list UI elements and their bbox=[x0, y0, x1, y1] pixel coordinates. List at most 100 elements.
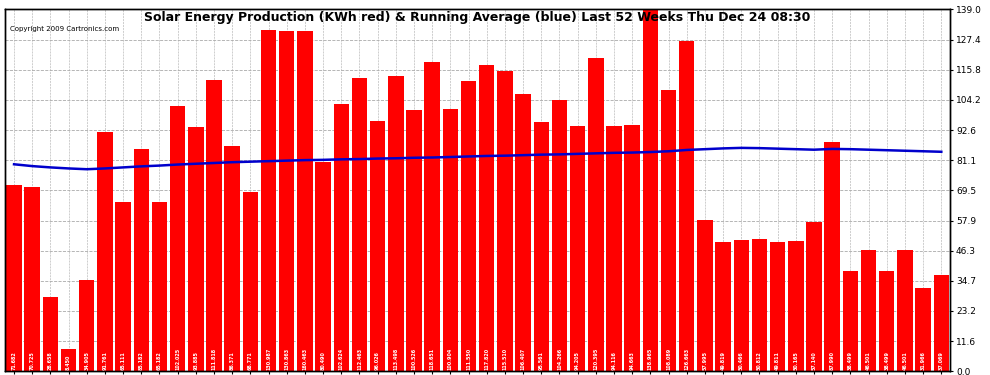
Text: 91.761: 91.761 bbox=[102, 351, 108, 370]
Text: 87.990: 87.990 bbox=[830, 351, 835, 370]
Bar bbox=[351, 78, 367, 371]
Text: 94.205: 94.205 bbox=[575, 351, 580, 370]
Bar bbox=[879, 271, 895, 371]
Bar bbox=[43, 297, 58, 371]
Bar bbox=[551, 100, 567, 371]
Text: 57.995: 57.995 bbox=[703, 351, 708, 370]
Text: 106.407: 106.407 bbox=[521, 348, 526, 370]
Text: 111.550: 111.550 bbox=[466, 348, 471, 370]
Bar bbox=[170, 106, 185, 371]
Bar bbox=[461, 81, 476, 371]
Text: Solar Energy Production (KWh red) & Running Average (blue) Last 52 Weeks Thu Dec: Solar Energy Production (KWh red) & Runn… bbox=[145, 11, 811, 24]
Text: 130.987: 130.987 bbox=[266, 348, 271, 370]
Bar bbox=[316, 162, 331, 371]
Bar bbox=[534, 123, 549, 371]
Bar bbox=[297, 30, 313, 371]
Bar bbox=[697, 220, 713, 371]
Text: 85.182: 85.182 bbox=[139, 351, 144, 370]
Text: 49.811: 49.811 bbox=[775, 351, 780, 370]
Text: 8.450: 8.450 bbox=[66, 355, 71, 370]
Text: 130.863: 130.863 bbox=[284, 348, 289, 370]
Bar bbox=[788, 241, 804, 371]
Text: 120.395: 120.395 bbox=[593, 348, 598, 370]
Bar bbox=[679, 42, 695, 371]
Text: 34.905: 34.905 bbox=[84, 351, 89, 370]
Text: 46.501: 46.501 bbox=[866, 351, 871, 370]
Bar bbox=[134, 150, 149, 371]
Text: 49.819: 49.819 bbox=[721, 351, 726, 370]
Text: 50.165: 50.165 bbox=[793, 351, 798, 370]
Bar bbox=[334, 104, 349, 371]
Text: 57.140: 57.140 bbox=[812, 351, 817, 370]
Text: 117.820: 117.820 bbox=[484, 348, 489, 370]
Text: 31.966: 31.966 bbox=[921, 351, 926, 370]
Bar bbox=[643, 9, 658, 371]
Bar bbox=[225, 146, 240, 371]
Bar bbox=[825, 142, 840, 371]
Bar bbox=[188, 127, 204, 371]
Bar bbox=[570, 126, 585, 371]
Text: 71.682: 71.682 bbox=[12, 351, 17, 370]
Text: 93.885: 93.885 bbox=[193, 351, 198, 370]
Text: 108.089: 108.089 bbox=[666, 348, 671, 370]
Text: 102.624: 102.624 bbox=[339, 348, 344, 370]
Text: 94.663: 94.663 bbox=[630, 351, 635, 370]
Text: 126.663: 126.663 bbox=[684, 348, 689, 370]
Bar bbox=[479, 64, 494, 371]
Text: 160.463: 160.463 bbox=[303, 348, 308, 370]
Text: 95.561: 95.561 bbox=[539, 351, 544, 370]
Text: 112.463: 112.463 bbox=[357, 348, 362, 370]
Bar bbox=[588, 58, 604, 371]
Text: 115.510: 115.510 bbox=[503, 348, 508, 370]
Bar bbox=[60, 349, 76, 371]
Text: 65.111: 65.111 bbox=[121, 351, 126, 370]
Bar bbox=[260, 30, 276, 371]
Text: 80.490: 80.490 bbox=[321, 351, 326, 370]
Bar bbox=[206, 80, 222, 371]
Bar bbox=[861, 250, 876, 371]
Bar bbox=[279, 30, 294, 371]
Bar bbox=[151, 201, 167, 371]
Bar bbox=[406, 110, 422, 371]
Bar bbox=[806, 222, 822, 371]
Text: 111.818: 111.818 bbox=[212, 348, 217, 370]
Text: 68.771: 68.771 bbox=[248, 351, 252, 370]
Text: 38.499: 38.499 bbox=[884, 351, 889, 370]
Bar bbox=[388, 76, 404, 371]
Text: 138.965: 138.965 bbox=[647, 348, 652, 370]
Text: 94.116: 94.116 bbox=[612, 351, 617, 370]
Text: 50.466: 50.466 bbox=[739, 351, 743, 370]
Bar bbox=[734, 240, 749, 371]
Bar bbox=[897, 250, 913, 371]
Text: 50.812: 50.812 bbox=[757, 351, 762, 370]
Text: 104.266: 104.266 bbox=[557, 348, 562, 370]
Text: 100.904: 100.904 bbox=[447, 348, 452, 370]
Bar bbox=[916, 288, 931, 371]
Bar bbox=[770, 242, 785, 371]
Bar bbox=[497, 70, 513, 371]
Text: 37.069: 37.069 bbox=[939, 351, 943, 370]
Text: 118.651: 118.651 bbox=[430, 348, 435, 370]
Text: 46.501: 46.501 bbox=[903, 351, 908, 370]
Text: 86.371: 86.371 bbox=[230, 351, 235, 370]
Bar bbox=[25, 187, 40, 371]
Bar bbox=[716, 242, 731, 371]
Text: 38.499: 38.499 bbox=[847, 351, 853, 370]
Bar bbox=[443, 108, 458, 371]
Text: 28.658: 28.658 bbox=[48, 351, 52, 370]
Bar bbox=[116, 202, 131, 371]
Text: 96.026: 96.026 bbox=[375, 351, 380, 370]
Bar bbox=[516, 94, 531, 371]
Bar bbox=[79, 280, 94, 371]
Text: Copyright 2009 Cartronics.com: Copyright 2009 Cartronics.com bbox=[10, 26, 119, 32]
Bar bbox=[934, 275, 949, 371]
Bar bbox=[606, 126, 622, 371]
Text: 102.025: 102.025 bbox=[175, 348, 180, 370]
Bar bbox=[97, 132, 113, 371]
Bar bbox=[6, 184, 22, 371]
Bar bbox=[243, 192, 258, 371]
Text: 65.182: 65.182 bbox=[157, 351, 162, 370]
Bar bbox=[842, 271, 858, 371]
Bar bbox=[425, 62, 440, 371]
Bar bbox=[625, 125, 640, 371]
